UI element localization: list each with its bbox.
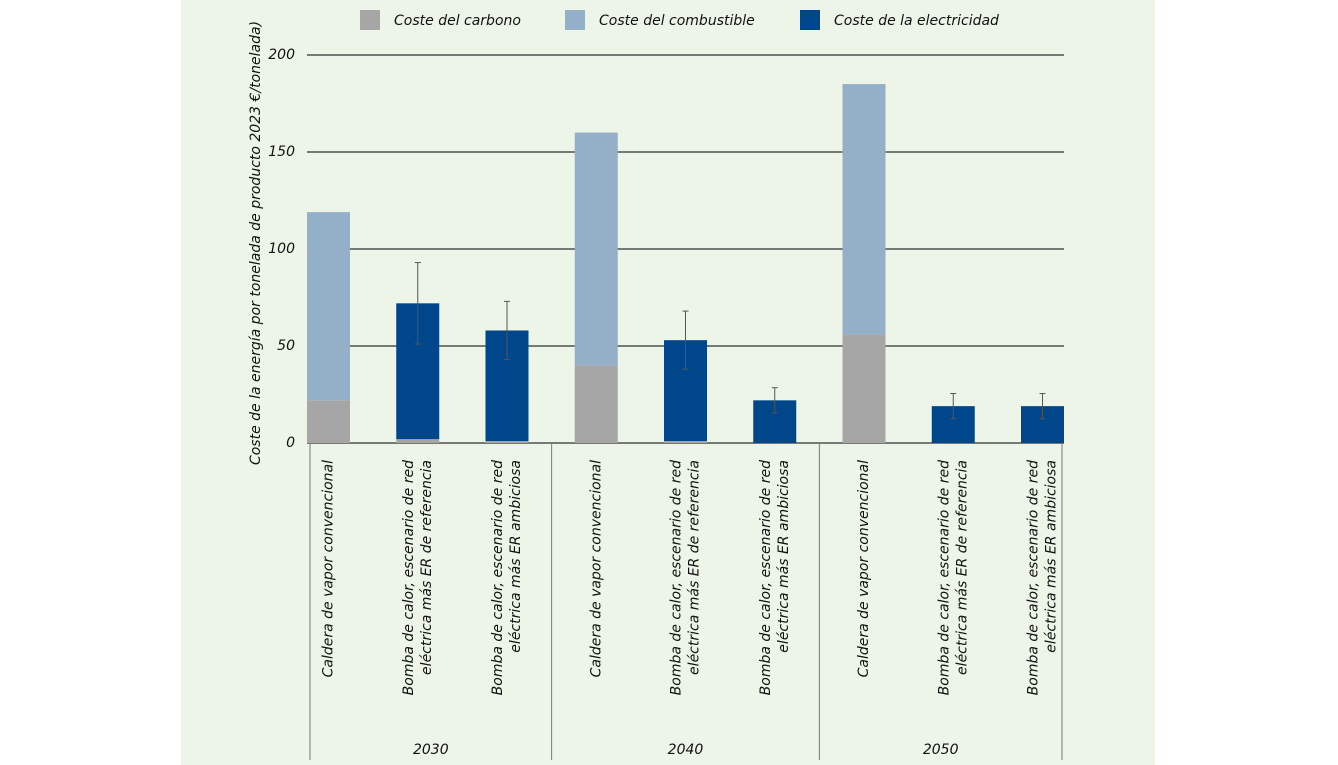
bar-segment [307,400,350,443]
y-tick-label: 0 [286,435,295,451]
bar-segment [842,334,886,443]
x-tick-label: eléctrica más ER ambiciosa [776,460,792,653]
y-axis-label: Coste de la energía por tonelada de prod… [248,21,264,465]
legend-label: Coste del carbono [394,13,521,29]
y-tick-label: 50 [277,338,295,354]
x-tick-label: Bomba de calor, escenario de red [669,460,685,695]
error-bar [414,262,421,345]
x-tick-label: Bomba de calor, escenario de red [490,460,506,695]
error-bar [771,387,778,414]
y-tick-label: 100 [268,241,295,257]
group-label: 2050 [923,742,959,758]
legend-swatch [800,10,820,30]
x-tick-label: eléctrica más ER de referencia [954,460,970,675]
x-tick-label: Bomba de calor, escenario de red [936,460,952,695]
bar-segment [574,132,618,366]
x-tick-label: eléctrica más ER ambiciosa [1044,460,1060,653]
x-tick-label: Bomba de calor, escenario de red [401,460,417,695]
bar-segment [396,439,440,443]
x-tick-label: Bomba de calor, escenario de red [758,460,774,695]
error-bar [950,393,957,420]
bar-segment [574,365,618,443]
error-bar [682,310,689,370]
x-tick-label: Caldera de vapor convencional [321,460,337,678]
y-tick-label: 200 [268,47,295,63]
x-tick-label: Caldera de vapor convencional [856,460,872,678]
x-tick-label: Caldera de vapor convencional [588,460,604,678]
group-label: 2030 [413,742,449,758]
x-tick-label: Bomba de calor, escenario de red [1026,460,1042,695]
x-tick-label: eléctrica más ER ambiciosa [508,460,524,653]
legend-label: Coste de la electricidad [834,13,999,29]
bar-segment [307,212,350,401]
bar-segment [485,441,529,443]
legend-swatch [565,10,585,30]
error-bar [504,300,510,361]
legend-swatch [360,10,380,30]
bar-segment [842,84,886,335]
legend-label: Coste del combustible [599,13,755,29]
x-tick-label: eléctrica más ER de referencia [687,460,703,675]
group-label: 2040 [668,742,704,758]
y-tick-label: 150 [268,144,295,160]
bar-segment [664,441,707,443]
x-tick-label: eléctrica más ER de referencia [419,460,435,675]
error-bar [1039,393,1046,420]
